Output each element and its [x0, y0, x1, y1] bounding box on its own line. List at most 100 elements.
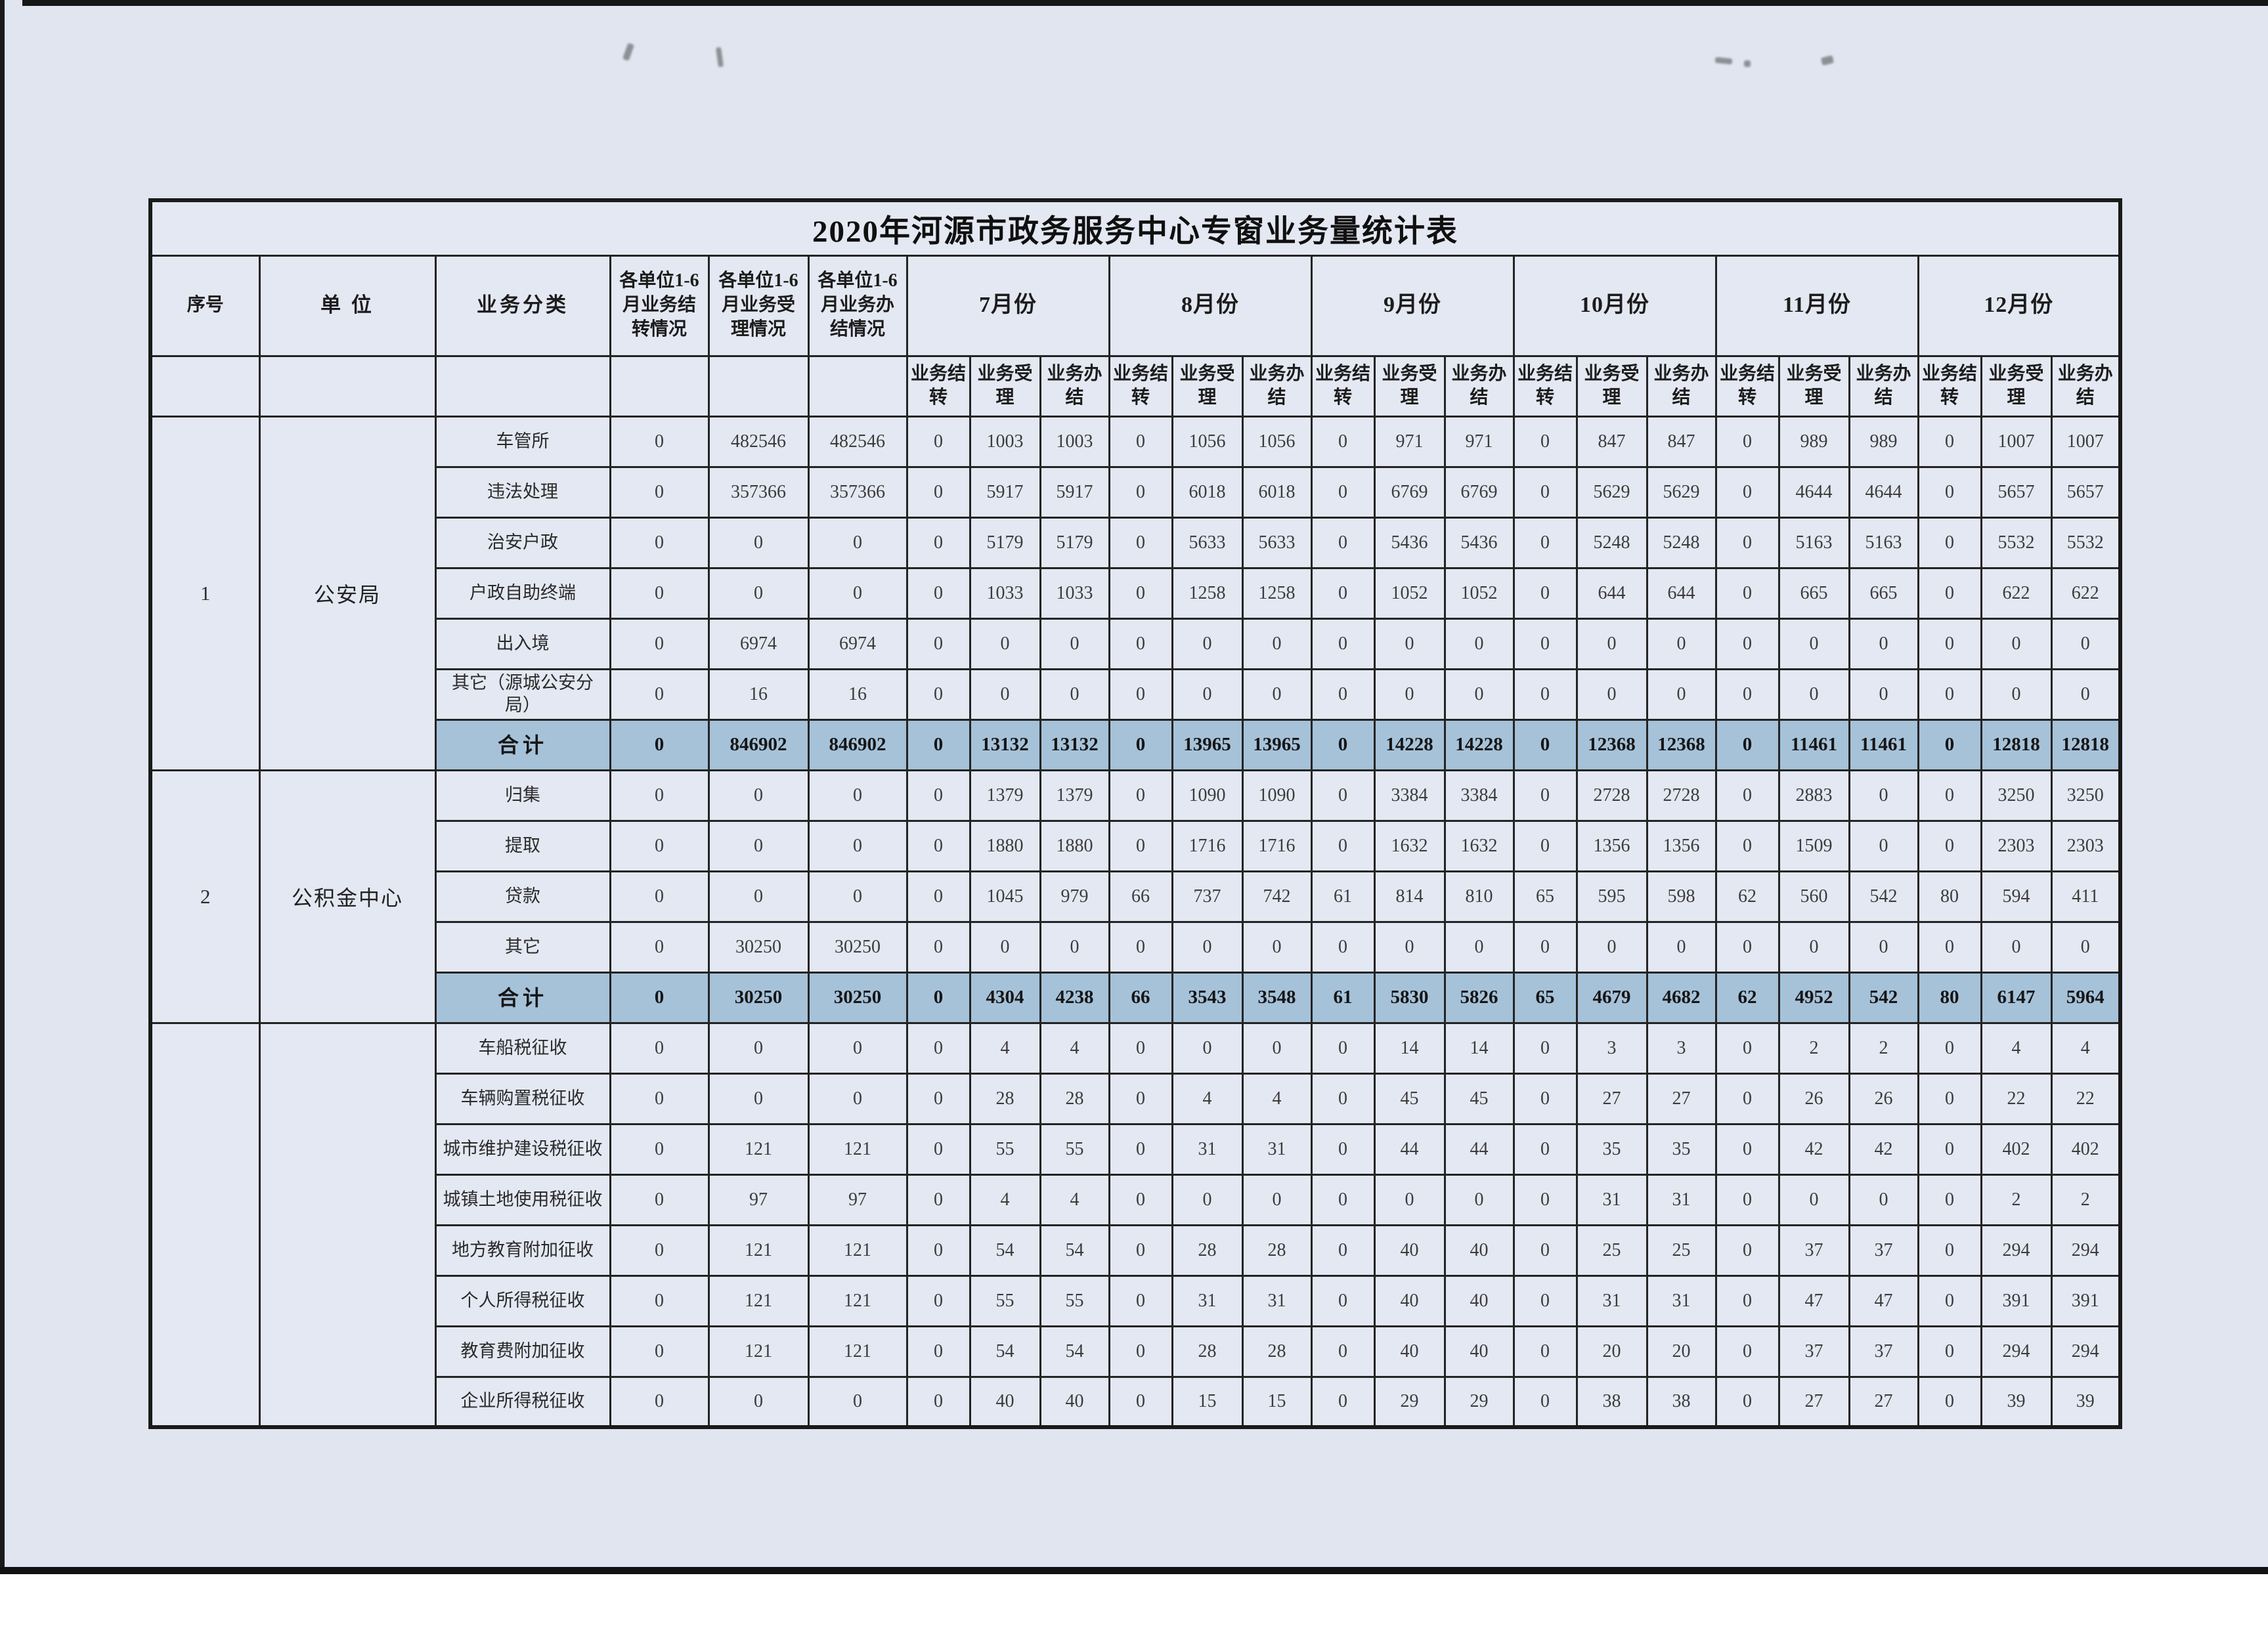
value-cell: 0 — [1512, 1274, 1578, 1327]
value-cell: 0 — [1714, 819, 1780, 872]
value-cell: 5830 — [1373, 971, 1446, 1024]
header-blank-cell — [609, 354, 710, 418]
value-cell: 3548 — [1241, 971, 1313, 1024]
table-row: 出入境 0 6974 6974 0 0 0 0 0 0 0 0 0 0 0 0 0 0 0 0 0 0 — [150, 617, 2122, 670]
value-cell: 121 — [807, 1325, 908, 1378]
value-cell: 1716 — [1171, 819, 1244, 872]
value-cell: 1007 — [1980, 415, 2053, 468]
table-row: 城镇土地使用税征收 0 97 97 0 4 4 0 0 0 0 0 0 0 31 31 0 0 0 0 2 2 — [150, 1173, 2122, 1226]
value-cell: 0 — [1777, 617, 1850, 670]
value-cell: 0 — [1512, 1173, 1578, 1226]
value-cell: 0 — [1575, 668, 1648, 721]
value-cell: 27 — [1646, 1072, 1717, 1125]
value-cell: 595 — [1575, 870, 1648, 923]
value-cell: 39 — [1980, 1375, 2053, 1428]
value-cell: 402 — [2050, 1123, 2122, 1176]
value-cell: 5633 — [1171, 516, 1244, 569]
value-cell: 3 — [1575, 1021, 1648, 1075]
value-cell: 45 — [1443, 1072, 1515, 1125]
value-cell: 0 — [1108, 465, 1173, 519]
value-cell: 0 — [1777, 668, 1850, 721]
value-cell: 0 — [609, 617, 710, 670]
value-cell: 29 — [1373, 1375, 1446, 1428]
value-cell: 0 — [807, 1375, 908, 1428]
value-cell: 971 — [1373, 415, 1446, 468]
value-cell: 0 — [1848, 819, 1919, 872]
value-cell: 357366 — [707, 465, 810, 519]
value-cell: 594 — [1980, 870, 2053, 923]
value-cell: 0 — [1848, 668, 1919, 721]
value-cell: 5163 — [1848, 516, 1919, 569]
value-cell: 0 — [1310, 1375, 1376, 1428]
value-cell: 0 — [807, 516, 908, 569]
value-cell: 665 — [1848, 567, 1919, 620]
value-cell: 0 — [1512, 415, 1578, 468]
value-cell: 1033 — [1039, 567, 1110, 620]
value-cell: 0 — [807, 769, 908, 822]
value-cell: 0 — [1310, 769, 1376, 822]
value-cell: 294 — [2050, 1325, 2122, 1378]
value-cell: 971 — [1443, 415, 1515, 468]
value-cell: 3 — [1646, 1021, 1717, 1075]
value-cell: 482546 — [707, 415, 810, 468]
value-cell: 0 — [1512, 718, 1578, 771]
value-cell: 0 — [1108, 415, 1173, 468]
value-cell: 0 — [807, 1021, 908, 1075]
value-cell: 30250 — [707, 920, 810, 974]
value-cell: 16 — [707, 668, 810, 721]
value-cell: 0 — [1443, 1173, 1515, 1226]
value-cell: 3543 — [1171, 971, 1244, 1024]
value-cell: 121 — [707, 1325, 810, 1378]
section-unit: 公安局 — [258, 415, 437, 771]
value-cell: 0 — [1039, 668, 1110, 721]
value-cell: 0 — [609, 1021, 710, 1075]
value-cell: 0 — [1714, 718, 1780, 771]
value-cell: 5436 — [1373, 516, 1446, 569]
col-header-accept-1-6: 各单位1-6月业务受理情况 — [707, 254, 810, 357]
subcol-header-accept: 业务受理 — [1171, 354, 1244, 418]
value-cell: 0 — [707, 1072, 810, 1125]
value-cell: 31 — [1646, 1173, 1717, 1226]
value-cell: 42 — [1777, 1123, 1850, 1176]
value-cell: 482546 — [807, 415, 908, 468]
value-cell: 0 — [1039, 617, 1110, 670]
value-cell: 0 — [1714, 567, 1780, 620]
col-header-month-nov: 11月份 — [1714, 254, 1919, 357]
table-row: 个人所得税征收 0 121 121 0 55 55 0 31 31 0 40 40 0 31 31 0 47 47 0… — [150, 1274, 2122, 1327]
table-row: 贷款 0 0 0 0 1045 979 66 737 742 61 814 810 65 595 598 62 5… — [150, 870, 2122, 923]
value-cell: 5532 — [2050, 516, 2122, 569]
category-label: 违法处理 — [434, 465, 611, 519]
value-cell: 0 — [1241, 668, 1313, 721]
value-cell: 6147 — [1980, 971, 2053, 1024]
value-cell: 1052 — [1443, 567, 1515, 620]
value-cell: 0 — [1108, 819, 1173, 872]
value-cell: 0 — [1310, 415, 1376, 468]
subcol-header-carry: 业务结转 — [1917, 354, 1982, 418]
value-cell: 0 — [1917, 1021, 1982, 1075]
value-cell: 0 — [905, 1325, 971, 1378]
value-cell: 0 — [1575, 617, 1648, 670]
value-cell: 22 — [2050, 1072, 2122, 1125]
value-cell: 294 — [1980, 1325, 2053, 1378]
value-cell: 11461 — [1777, 718, 1850, 771]
value-cell: 0 — [905, 971, 971, 1024]
value-cell: 0 — [1512, 920, 1578, 974]
value-cell: 6769 — [1373, 465, 1446, 519]
value-cell: 644 — [1575, 567, 1648, 620]
value-cell: 0 — [1108, 769, 1173, 822]
value-cell: 25 — [1646, 1224, 1717, 1277]
value-cell: 3384 — [1373, 769, 1446, 822]
value-cell: 0 — [1917, 769, 1982, 822]
value-cell: 0 — [1777, 920, 1850, 974]
value-cell: 4952 — [1777, 971, 1850, 1024]
scan-edge-left — [0, 0, 5, 1574]
value-cell: 294 — [1980, 1224, 2053, 1277]
value-cell: 0 — [1714, 1325, 1780, 1378]
value-cell: 27 — [1848, 1375, 1919, 1428]
value-cell: 0 — [1714, 668, 1780, 721]
header-blank-cell — [707, 354, 810, 418]
category-label: 企业所得税征收 — [434, 1375, 611, 1428]
value-cell: 55 — [1039, 1123, 1110, 1176]
value-cell: 0 — [609, 415, 710, 468]
value-cell: 294 — [2050, 1224, 2122, 1277]
